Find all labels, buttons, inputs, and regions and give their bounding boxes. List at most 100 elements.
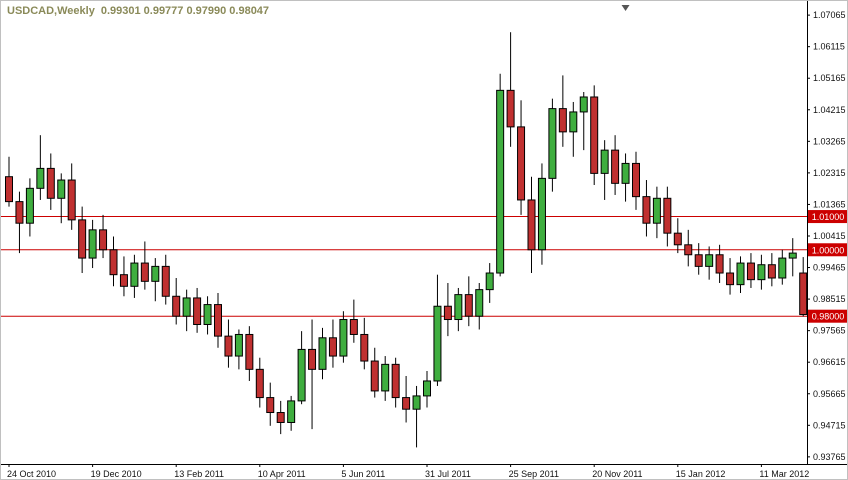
y-axis-label: 1.05165 <box>813 73 846 83</box>
bull-candle <box>381 363 390 392</box>
bear-candle <box>464 294 473 317</box>
bear-candle <box>590 96 599 174</box>
bear-candle <box>266 397 275 414</box>
bear-candle <box>255 368 264 399</box>
bear-candle <box>245 333 254 370</box>
bear-candle <box>214 304 222 337</box>
bull-candle <box>485 272 494 291</box>
bear-candle <box>67 179 76 221</box>
bear-candle <box>276 412 285 423</box>
symbol-period-label: USDCAD,Weekly <box>7 5 95 17</box>
y-axis-label: 1.04215 <box>813 105 846 115</box>
bear-candle <box>558 108 567 133</box>
price-badge <box>808 210 847 224</box>
y-axis-scale[interactable]: 1.07065 1.06115 1.05165 1.04215 1.03265 1.023… <box>807 1 846 465</box>
y-axis-label: 0.95665 <box>813 389 846 399</box>
price-badge-label: 1.01000 <box>812 212 845 222</box>
x-axis-label: 24 Oct 2010 <box>7 469 56 479</box>
bull-candle <box>579 96 588 113</box>
price-badge <box>808 309 847 323</box>
bear-candle <box>360 333 369 362</box>
bear-candle <box>527 199 536 251</box>
bear-candle <box>172 295 181 317</box>
bear-candle <box>193 297 202 326</box>
x-axis-label: 5 Jun 2011 <box>341 469 385 479</box>
bear-candle <box>684 244 693 256</box>
candles-layer <box>5 32 808 448</box>
bear-candle <box>715 254 724 274</box>
bear-candle <box>517 126 526 201</box>
bull-candle <box>475 289 484 317</box>
chart-title: USDCAD,Weekly 0.99301 0.99777 0.97990 0.9… <box>7 5 269 17</box>
bull-candle <box>600 149 609 174</box>
bull-candle <box>318 337 327 370</box>
bear-candle <box>726 272 735 286</box>
bear-candle <box>308 348 317 370</box>
y-axis-label: 1.00415 <box>813 231 846 241</box>
bull-candle <box>130 262 139 287</box>
bear-candle <box>109 249 118 276</box>
bear-candle <box>746 262 755 281</box>
x-axis-label: 19 Dec 2010 <box>91 469 142 479</box>
bull-candle <box>433 305 442 382</box>
horizontal-lines[interactable] <box>1 216 807 317</box>
bull-candle <box>203 304 212 326</box>
bull-candle <box>496 89 505 274</box>
bear-candle <box>99 229 108 251</box>
bull-candle <box>788 252 797 259</box>
price-badge-label: 1.00000 <box>812 245 845 255</box>
bear-candle <box>5 176 13 203</box>
bear-candle <box>694 254 703 267</box>
bull-candle <box>621 162 630 184</box>
bull-candle <box>736 262 745 286</box>
bear-candle <box>78 219 87 259</box>
bull-candle <box>454 294 463 321</box>
bear-candle <box>663 197 672 234</box>
bear-candle <box>632 162 640 198</box>
bear-candle <box>15 201 24 224</box>
bear-candle <box>349 319 358 335</box>
quote-ohlc-label: 0.99301 0.99777 0.97990 0.98047 <box>100 5 270 17</box>
y-axis-label: 0.96615 <box>813 357 846 367</box>
bear-candle <box>370 360 379 392</box>
bull-candle <box>88 229 97 259</box>
bear-candle <box>328 337 337 357</box>
bear-candle <box>119 274 128 287</box>
bear-candle <box>391 363 400 399</box>
bull-candle <box>182 297 191 317</box>
bull-candle <box>778 257 787 279</box>
bear-candle <box>506 89 515 128</box>
bull-candle <box>287 400 296 423</box>
x-axis-label: 11 Mar 2012 <box>759 469 809 479</box>
x-axis-label: 15 Jan 2012 <box>676 469 726 479</box>
x-axis-label: 13 Feb 2011 <box>174 469 224 479</box>
bear-candle <box>799 272 808 316</box>
x-axis-scale[interactable]: 24 Oct 2010 19 Dec 2010 13 Feb 2011 10 Apr … <box>1 464 848 479</box>
bull-candle <box>757 264 766 281</box>
bull-candle <box>151 265 160 282</box>
bear-candle <box>161 265 170 297</box>
bear-candle <box>402 397 411 410</box>
y-axis-label: 1.07065 <box>813 10 846 20</box>
bull-candle <box>339 319 348 357</box>
y-axis-label: 0.98515 <box>813 294 846 304</box>
price-badge <box>808 243 847 257</box>
x-axis-label: 10 Apr 2011 <box>258 469 306 479</box>
y-axis-label: 1.01365 <box>813 199 846 209</box>
bull-candle <box>569 111 578 133</box>
bear-candle <box>443 305 452 321</box>
y-axis-label: 1.02315 <box>813 168 846 178</box>
x-axis-label: 25 Sep 2011 <box>509 469 559 479</box>
bull-candle <box>25 187 34 224</box>
bull-candle <box>548 108 557 179</box>
y-axis-label: 1.03265 <box>813 136 846 146</box>
bull-candle <box>705 254 714 267</box>
chart-shift-icon <box>621 5 630 11</box>
bull-candle <box>57 179 66 199</box>
y-axis-label: 0.99465 <box>813 263 846 273</box>
y-axis-label: 0.94715 <box>813 420 846 430</box>
bull-candle <box>652 197 661 224</box>
